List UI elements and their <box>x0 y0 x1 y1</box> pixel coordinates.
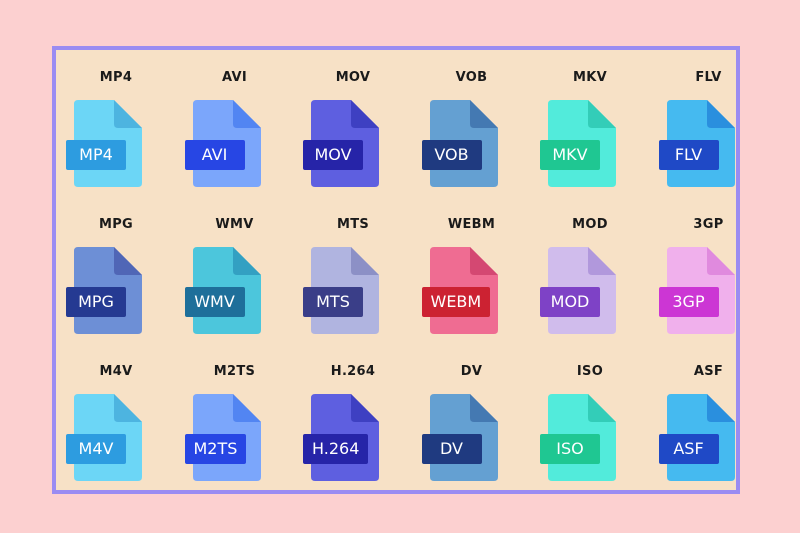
format-badge: M4V <box>66 434 126 464</box>
format-tile-vob: VOB VOB <box>412 54 532 194</box>
file-icon: VOB <box>420 100 502 190</box>
format-badge: M2TS <box>184 434 247 464</box>
format-tile-3gp: 3GP 3GP <box>649 201 769 341</box>
format-badge: ASF <box>658 434 719 464</box>
format-caption: 3GP <box>693 217 724 232</box>
format-badge: MKV <box>540 140 600 170</box>
file-icon: MP4 <box>64 100 146 190</box>
format-caption: MOV <box>335 70 371 85</box>
format-badge: FLV <box>658 140 719 170</box>
format-caption: MTS <box>336 217 370 232</box>
file-icon: MKV <box>538 100 620 190</box>
format-caption: MPG <box>98 217 134 232</box>
format-caption: M4V <box>99 364 133 379</box>
file-icon: MOD <box>538 247 620 337</box>
format-badge: DV <box>421 434 482 464</box>
format-tile-m2ts: M2TS M2TS <box>175 348 295 488</box>
format-caption: WMV <box>215 217 254 232</box>
file-icon: MTS <box>301 247 383 337</box>
format-caption: ASF <box>693 364 724 379</box>
file-icon: DV <box>420 394 502 484</box>
file-icon: WMV <box>183 247 265 337</box>
format-tile-mkv: MKV MKV <box>530 54 650 194</box>
format-badge: ISO <box>540 434 600 464</box>
format-caption: MKV <box>573 70 607 85</box>
file-icon: H.264 <box>301 394 383 484</box>
format-tile-mov: MOV MOV <box>293 54 413 194</box>
format-badge: AVI <box>184 140 245 170</box>
file-format-panel: MP4 MP4 AVI AVI MOV MOV VOB <box>52 46 740 494</box>
file-icon: AVI <box>183 100 265 190</box>
format-tile-avi: AVI AVI <box>175 54 295 194</box>
format-caption: DV <box>460 364 483 379</box>
format-tile-mp4: MP4 MP4 <box>56 54 176 194</box>
format-caption: VOB <box>455 70 488 85</box>
format-caption: AVI <box>222 70 247 85</box>
file-format-grid: MP4 MP4 AVI AVI MOV MOV VOB <box>56 50 736 490</box>
format-badge: WMV <box>184 287 245 317</box>
format-tile-iso: ISO ISO <box>530 348 650 488</box>
format-tile-asf: ASF ASF <box>649 348 769 488</box>
file-icon: WEBM <box>420 247 502 337</box>
file-icon: MOV <box>301 100 383 190</box>
format-caption: FLV <box>695 70 722 85</box>
format-caption: MOD <box>572 217 608 232</box>
format-badge: H.264 <box>303 434 369 464</box>
format-tile-h-264: H.264 H.264 <box>293 348 413 488</box>
file-icon: FLV <box>657 100 739 190</box>
file-icon: ISO <box>538 394 620 484</box>
file-icon: 3GP <box>657 247 739 337</box>
format-badge: 3GP <box>658 287 719 317</box>
format-caption: ISO <box>576 364 604 379</box>
format-badge: MOV <box>303 140 363 170</box>
format-caption: WEBM <box>447 217 496 232</box>
format-tile-m4v: M4V M4V <box>56 348 176 488</box>
format-badge: MP4 <box>66 140 126 170</box>
format-badge: VOB <box>421 140 482 170</box>
format-badge: MPG <box>66 287 126 317</box>
format-tile-mpg: MPG MPG <box>56 201 176 341</box>
format-tile-flv: FLV FLV <box>649 54 769 194</box>
format-tile-dv: DV DV <box>412 348 532 488</box>
format-tile-wmv: WMV WMV <box>175 201 295 341</box>
format-caption: H.264 <box>330 364 376 379</box>
format-badge: MOD <box>540 287 600 317</box>
file-icon: M2TS <box>183 394 265 484</box>
format-badge: WEBM <box>421 287 491 317</box>
file-icon: ASF <box>657 394 739 484</box>
format-badge: MTS <box>303 287 363 317</box>
format-tile-mod: MOD MOD <box>530 201 650 341</box>
format-caption: MP4 <box>99 70 133 85</box>
file-icon: M4V <box>64 394 146 484</box>
format-tile-webm: WEBM WEBM <box>412 201 532 341</box>
format-caption: M2TS <box>213 364 256 379</box>
file-icon: MPG <box>64 247 146 337</box>
format-tile-mts: MTS MTS <box>293 201 413 341</box>
